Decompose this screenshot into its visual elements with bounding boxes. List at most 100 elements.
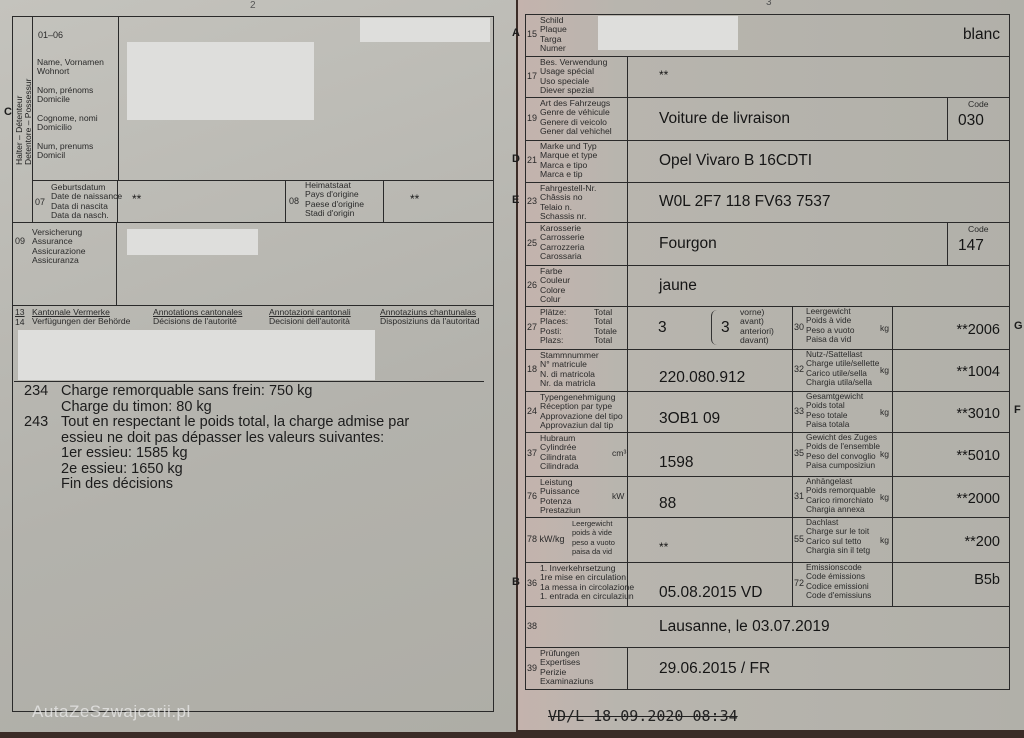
row-divider [525,56,1010,57]
column-divider [627,432,628,476]
field-label: Gewicht des Zuges Poids de l'ensemble Pe… [806,432,880,470]
unit-label: kg [880,365,890,375]
field-label: Leergewicht poids à vide peso a vuoto pa… [572,519,615,556]
field-label: Emissionscode Code émissions Codice emis… [806,562,872,600]
left-page: 2 C Halter – Détenteur Detentore – Posse… [0,0,516,732]
row-divider [525,432,1010,433]
column-divider [627,56,628,97]
field-value: **2000 [956,490,1000,507]
row-divider [525,391,1010,392]
column-divider [892,432,893,476]
decision-code: 234 [24,383,49,399]
field-label: Dachlast Charge sur le toit Carico sul t… [806,517,871,555]
column-divider [627,222,628,265]
column-divider [627,140,628,182]
field-label: Farbe Couleur Colore Colur [540,266,571,304]
field-number: 21 [527,155,538,165]
field-value: **1004 [956,364,1000,380]
row-divider [525,647,1010,648]
field-number: 39 [527,662,538,673]
unit-label: kg [880,491,890,502]
field-value: ** [659,540,669,554]
redacted-holder-name [127,42,314,120]
field-label: Nutz-/Sattellast Charge utile/sellette C… [806,349,880,387]
column-divider [892,476,893,517]
field-value: Fourgon [659,234,717,252]
field-value: 3OB1 09 [659,410,721,427]
brace [711,310,717,345]
field-value: **2006 [956,321,1000,338]
section-marker-c: C [4,106,12,118]
section-marker: B [512,576,520,588]
code-label: Code [968,99,989,109]
field-number: 15 [527,29,538,39]
code-divider [947,97,948,140]
field-value: ** [659,67,669,82]
field-label: Fahrgestell-Nr. Châssis no Telaio n. Sch… [540,183,597,221]
field-number: 78 kW/kg [527,533,565,544]
row-divider [525,306,1010,307]
field-value: Voiture de livraison [659,109,790,127]
plate-color-value: blanc [962,26,1000,43]
field-number: 09 [15,236,26,246]
field-value: **5010 [956,448,1000,464]
field-label: Marke und Typ Marque et type Marca e tip… [540,141,598,179]
registration-stamp: VD/L 18.09.2020 08:34 [548,707,738,725]
column-divider [627,182,628,222]
column-divider [627,517,628,562]
section-marker: A [512,27,520,39]
column-divider [627,265,628,306]
row-divider [525,606,1010,607]
unit-label: kg [880,406,890,417]
column-divider [627,391,628,432]
column-divider [792,476,793,517]
row-divider [525,517,1010,518]
field-label-total: Total Total Totale Total [594,307,617,345]
field-value: **3010 [956,405,1000,422]
column-divider [627,306,628,349]
column-divider [892,562,893,606]
redacted-insurance [127,229,258,255]
watermark: AutaZeSzwajcarii.pl [32,702,191,721]
redacted-annotation [18,330,375,380]
field-number: 33 [794,405,805,416]
holder-name-label: Name, Vornamen Wohnort Nom, prénoms Domi… [37,57,104,160]
field-value: 220.080.912 [659,369,746,386]
section-marker: F [1014,403,1021,416]
field-number: 38 [527,620,538,631]
page-number: 2 [250,0,256,11]
annotation-number-14: 14 [15,317,25,327]
column-divider [792,391,793,432]
field-number: 01–06 [38,30,64,40]
field-number: 23 [527,196,538,206]
field-number: 72 [794,578,805,588]
unit-label: cm³ [612,448,627,458]
seats-front-label: vorne) avant) anteriori) davant) [740,307,774,345]
field-label: Bes. Verwendung Usage spécial Uso specia… [540,57,608,95]
seats-total-value: 3 [658,318,667,336]
field-number: 26 [527,279,538,290]
annotations-it: Annotazioni cantonali Decisioni dell'auto… [269,307,351,327]
code-label: Code [968,224,989,234]
row-divider [525,562,1010,563]
field-value: Opel Vivaro B 16CDTI [659,152,813,169]
field-label: Leistung Puissance Potenza Prestaziun [540,477,581,515]
field-number: 08 [289,196,300,206]
section-marker: G [1014,319,1023,332]
unit-label: kW [612,490,625,501]
field-number: 17 [527,70,538,81]
unit-label: kg [880,449,890,459]
field-number: 32 [794,364,805,374]
field-number: 24 [527,405,538,416]
section-marker: D [512,153,520,165]
field-value: **200 [964,533,1000,550]
origin-label: Heimatstaat Pays d'origine Paese d'origi… [305,180,364,218]
field-label: Gesamtgewicht Poids total Peso totale Pa… [806,391,864,429]
field-value: 88 [659,495,677,512]
column-divider [892,349,893,391]
unit-label: kg [880,534,890,545]
column-divider [792,349,793,391]
field-number: 37 [527,448,538,458]
code-divider [947,222,948,265]
field-value: 29.06.2015 / FR [659,659,771,677]
